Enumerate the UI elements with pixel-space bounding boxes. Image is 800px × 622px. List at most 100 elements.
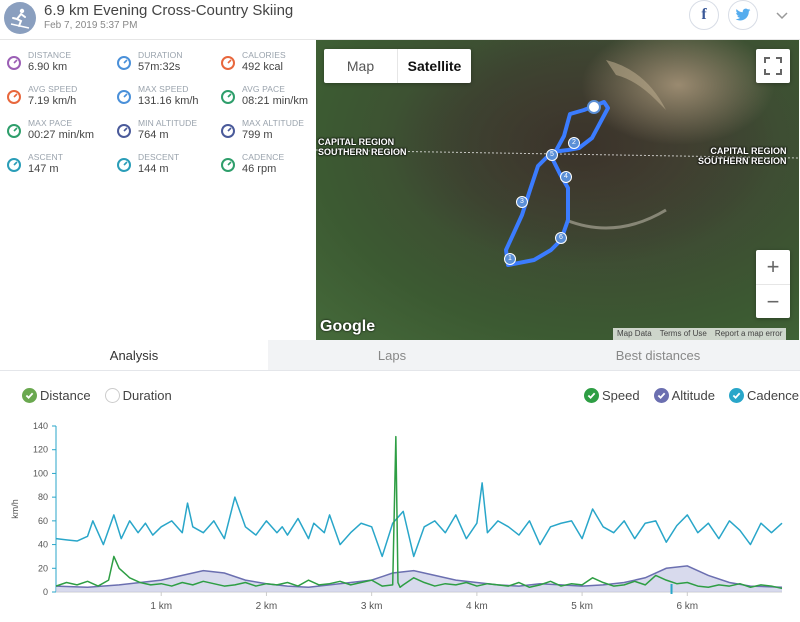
stat-label: AVG SPEED (28, 84, 78, 94)
x-tick-label: 2 km (256, 601, 278, 612)
stat-value: 764 m (138, 129, 169, 141)
cadence-icon (220, 157, 236, 173)
zoom-in-button[interactable]: + (766, 254, 780, 279)
stat-value: 7.19 km/h (28, 95, 77, 107)
xaxis-duration-toggle[interactable]: Duration (104, 387, 172, 403)
report-error-link[interactable]: Report a map error (714, 329, 783, 338)
gauge-icon (6, 123, 22, 139)
mountain-icon (116, 123, 132, 139)
route-line (504, 100, 610, 267)
tab-analysis[interactable]: Analysis (0, 340, 268, 370)
stat-max-speed: MAX SPEED 131.16 km/h (112, 83, 217, 113)
stat-value: 799 m (242, 129, 273, 141)
map-type-satellite-button[interactable]: Satellite (397, 49, 471, 83)
tab-laps[interactable]: Laps (377, 347, 407, 363)
twitter-share-button[interactable] (728, 0, 758, 30)
stat-label: CALORIES (242, 50, 286, 60)
fullscreen-icon (764, 57, 782, 75)
analysis-tabs: Analysis Laps Best distances (0, 340, 800, 371)
checkmark-icon (728, 387, 744, 403)
speed-series-line (55, 435, 783, 590)
route-marker-1[interactable]: 1 (504, 253, 516, 265)
series-cadence-toggle[interactable]: Cadence (728, 387, 800, 403)
region-label-left: CAPITAL REGION SOUTHERN REGION (318, 137, 407, 157)
gauge-icon (220, 89, 236, 105)
stat-avg-speed: AVG SPEED 7.19 km/h (2, 83, 107, 113)
series-altitude-label: Altitude (671, 387, 715, 403)
route-marker-5[interactable]: 5 (546, 149, 558, 161)
unchecked-circle-icon (104, 387, 120, 403)
stat-descent: DESCENT 144 m (112, 151, 217, 181)
terms-link[interactable]: Terms of Use (659, 329, 707, 338)
route-marker-3[interactable]: 3 (516, 196, 528, 208)
stat-avg-pace: AVG PACE 08:21 min/km (216, 83, 321, 113)
x-tick-label: 4 km (466, 601, 488, 612)
xaxis-distance-toggle[interactable]: Distance (22, 387, 91, 403)
route-marker-6[interactable]: 6 (555, 232, 567, 244)
stat-min-altitude: MIN ALTITUDE 764 m (112, 117, 217, 147)
y-tick-label: 80 (38, 492, 48, 502)
analysis-chart: 0 20 40 60 80 100 120 140 km/h 1 km 2 km 3 km 4 km 5 … (0, 410, 800, 622)
stat-label: DURATION (138, 50, 183, 60)
series-speed-label: Speed (602, 387, 640, 403)
stat-label: ASCENT (28, 152, 64, 162)
ascent-icon (6, 157, 22, 173)
stat-value: 08:21 min/km (242, 95, 309, 107)
stat-value: 144 m (138, 163, 169, 175)
stat-label: CADENCE (242, 152, 285, 162)
stat-distance: DISTANCE 6.90 km (2, 49, 107, 79)
distance-icon (6, 55, 22, 71)
series-speed-toggle[interactable]: Speed (584, 387, 640, 403)
x-tick-label: 1 km (150, 601, 172, 612)
y-tick-label: 60 (38, 516, 48, 526)
stat-value: 6.90 km (28, 61, 68, 73)
mountain-icon (220, 123, 236, 139)
y-tick-label: 120 (33, 445, 48, 455)
y-axis-label: km/h (10, 499, 20, 519)
checkmark-icon (584, 387, 599, 403)
xaxis-duration-label: Duration (122, 387, 172, 403)
series-altitude-toggle[interactable]: Altitude (653, 387, 715, 403)
activity-header: 6.9 km Evening Cross-Country Skiing Feb … (0, 0, 800, 40)
map-type-map-button[interactable]: Map (346, 58, 375, 74)
zoom-controls: + − (756, 250, 790, 318)
stat-ascent: ASCENT 147 m (2, 151, 107, 181)
y-tick-label: 0 (43, 587, 48, 597)
stat-duration: DURATION 57m:32s (112, 49, 217, 79)
xaxis-distance-label: Distance (40, 387, 91, 403)
region-label-right: CAPITAL REGION SOUTHERN REGION (698, 146, 787, 166)
google-logo: Google (320, 318, 376, 335)
stat-cadence: CADENCE 46 rpm (216, 151, 321, 181)
stopwatch-icon (116, 89, 132, 105)
stat-max-pace: MAX PACE 00:27 min/km (2, 117, 107, 147)
route-marker-2[interactable]: 2 (568, 137, 580, 149)
x-tick-label: 6 km (676, 601, 698, 612)
stat-max-altitude: MAX ALTITUDE 799 m (216, 117, 321, 147)
stat-calories: CALORIES 492 kcal (216, 49, 321, 79)
y-tick-label: 100 (33, 468, 48, 478)
checkmark-icon (653, 387, 669, 403)
zoom-out-button[interactable]: − (756, 284, 790, 318)
route-marker-4[interactable]: 4 (560, 171, 572, 183)
stat-value: 00:27 min/km (28, 129, 95, 141)
tab-best-distances[interactable]: Best distances (615, 347, 701, 363)
finish-pin-icon[interactable] (587, 100, 601, 114)
descent-icon (116, 157, 132, 173)
stat-value: 57m:32s (138, 61, 181, 73)
map-data-link[interactable]: Map Data (617, 329, 652, 338)
stat-label: DESCENT (138, 152, 180, 162)
stat-label: AVG PACE (242, 84, 285, 94)
skiing-logo-icon (4, 2, 36, 34)
satellite-terrain (316, 40, 799, 340)
facebook-icon: f (701, 6, 707, 23)
altitude-series-line (55, 565, 783, 589)
map-footer: Map Data Terms of Use Report a map error (613, 328, 787, 340)
x-axis-options: Distance Duration (22, 386, 186, 404)
series-cadence-label: Cadence (746, 387, 800, 403)
fullscreen-button[interactable] (756, 49, 790, 83)
x-tick-label: 3 km (361, 601, 383, 612)
y-tick-label: 20 (38, 563, 48, 573)
facebook-share-button[interactable]: f (689, 0, 719, 30)
chevron-down-icon[interactable] (772, 6, 792, 26)
